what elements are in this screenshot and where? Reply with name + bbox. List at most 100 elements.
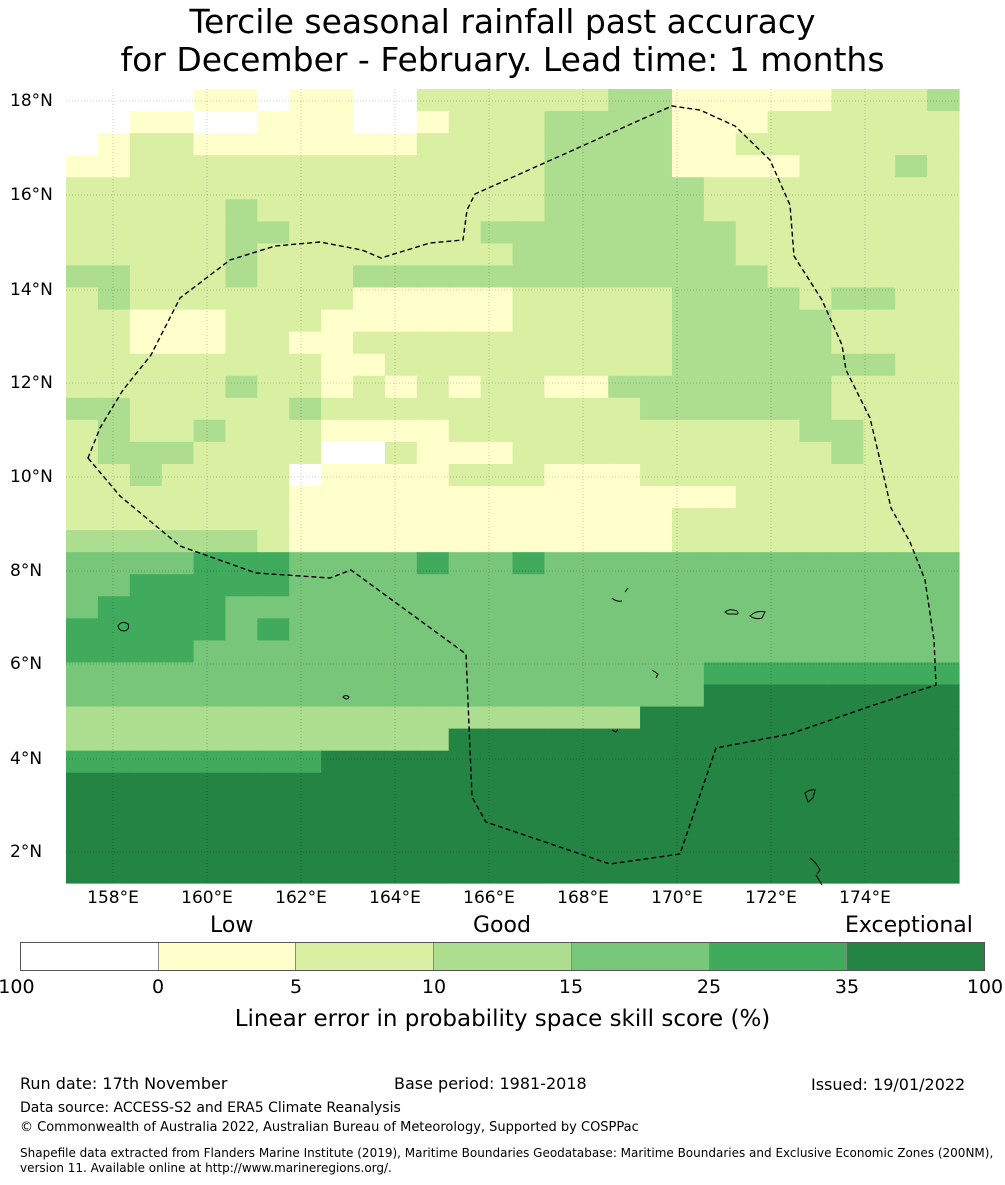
grid-cell bbox=[831, 728, 864, 752]
grid-cell bbox=[416, 243, 450, 267]
grid-cell bbox=[257, 596, 290, 619]
grid-cell bbox=[576, 640, 609, 664]
grid-cell bbox=[671, 331, 705, 355]
grid-cell bbox=[257, 618, 290, 641]
grid-cell bbox=[799, 199, 833, 222]
grid-cell bbox=[895, 640, 928, 664]
grid-cell bbox=[640, 486, 673, 509]
grid-cell bbox=[799, 574, 833, 597]
grid-cell bbox=[66, 596, 99, 619]
grid-cell bbox=[863, 463, 896, 487]
grid-cell bbox=[608, 706, 641, 730]
grid-cell bbox=[544, 309, 577, 333]
grid-cell bbox=[927, 706, 960, 730]
grid-cell bbox=[66, 530, 99, 553]
grid-cell bbox=[353, 419, 386, 443]
grid-cell bbox=[735, 155, 769, 178]
grid-cell bbox=[448, 750, 482, 774]
grid-cell bbox=[353, 508, 386, 531]
grid-cell bbox=[193, 287, 227, 311]
colorbar-category-low: Low bbox=[210, 913, 254, 938]
grid-cell bbox=[799, 463, 833, 487]
grid-cell bbox=[895, 287, 928, 311]
grid-cell bbox=[225, 728, 258, 752]
grid-cell bbox=[703, 530, 737, 553]
grid-cell bbox=[416, 838, 450, 862]
grid-cell bbox=[480, 486, 514, 509]
grid-cell bbox=[480, 530, 514, 553]
grid-cell bbox=[608, 287, 641, 311]
grid-cell bbox=[480, 728, 514, 752]
grid-cell bbox=[225, 772, 258, 796]
grid-cell bbox=[384, 574, 418, 597]
grid-cell bbox=[289, 243, 322, 267]
grid-cell bbox=[353, 111, 386, 134]
grid-cell bbox=[576, 596, 609, 619]
grid-cell bbox=[512, 552, 545, 575]
grid-cell bbox=[863, 265, 896, 289]
grid-cell bbox=[289, 375, 322, 399]
grid-cell bbox=[927, 133, 960, 156]
grid-cell bbox=[66, 640, 99, 664]
grid-cell bbox=[321, 265, 354, 289]
grid-cell bbox=[671, 221, 705, 244]
grid-cell bbox=[703, 574, 737, 597]
grid-cell bbox=[321, 794, 354, 818]
grid-cell bbox=[384, 772, 418, 796]
lat-label-10n: 10°N bbox=[10, 467, 53, 487]
grid-cell bbox=[703, 838, 737, 862]
grid-cell bbox=[321, 662, 354, 686]
grid-cell bbox=[671, 419, 705, 443]
grid-cell bbox=[225, 816, 258, 840]
grid-cell bbox=[193, 552, 227, 575]
grid-cell bbox=[225, 353, 258, 377]
grid-cell bbox=[66, 684, 99, 708]
grid-cell bbox=[129, 309, 163, 333]
grid-cell bbox=[831, 441, 864, 465]
colorbar-tick: 10 bbox=[421, 976, 447, 998]
grid-cell bbox=[416, 794, 450, 818]
grid-cell bbox=[544, 640, 577, 664]
grid-cell bbox=[927, 287, 960, 311]
grid-cell bbox=[66, 552, 99, 575]
grid-cell bbox=[671, 794, 705, 818]
grid-cell bbox=[703, 772, 737, 796]
issued-date: Issued: 19/01/2022 bbox=[811, 1075, 966, 1094]
grid-cell bbox=[767, 684, 801, 708]
grid-cell bbox=[448, 816, 482, 840]
grid-cell bbox=[927, 552, 960, 575]
grid-cell bbox=[448, 640, 482, 664]
grid-cell bbox=[97, 552, 131, 575]
grid-cell bbox=[129, 772, 163, 796]
grid-cell bbox=[129, 838, 163, 862]
grid-cell bbox=[257, 89, 290, 112]
grid-cell bbox=[608, 574, 641, 597]
grid-cell bbox=[640, 111, 673, 134]
grid-cell bbox=[193, 419, 227, 443]
grid-cell bbox=[895, 155, 928, 178]
grid-cell bbox=[97, 331, 131, 355]
grid-cell bbox=[161, 441, 195, 465]
grid-cell bbox=[799, 353, 833, 377]
grid-cell bbox=[225, 684, 258, 708]
grid-cell bbox=[767, 706, 801, 730]
grid-cell bbox=[576, 221, 609, 244]
grid-cell bbox=[608, 860, 641, 884]
grid-cell bbox=[66, 287, 99, 311]
grid-cell bbox=[544, 397, 577, 421]
island-outlines bbox=[117, 587, 823, 886]
grid-cell bbox=[576, 728, 609, 752]
grid-cell bbox=[576, 706, 609, 730]
grid-cell bbox=[895, 706, 928, 730]
grid-cell bbox=[353, 574, 386, 597]
grid-cell bbox=[895, 441, 928, 465]
grid-cell bbox=[193, 331, 227, 355]
grid-cell bbox=[193, 265, 227, 289]
grid-cell bbox=[257, 574, 290, 597]
grid-cell bbox=[161, 331, 195, 355]
grid-cell bbox=[640, 596, 673, 619]
grid-cell bbox=[66, 486, 99, 509]
grid-cell bbox=[735, 441, 769, 465]
colorbar-segment bbox=[709, 943, 848, 970]
grid-cell bbox=[927, 662, 960, 686]
